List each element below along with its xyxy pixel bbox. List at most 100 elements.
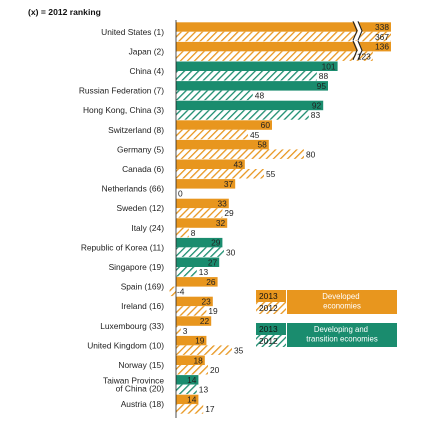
category-label: Taiwan Province of China (20) (103, 376, 164, 394)
category-label: Germany (5) (117, 144, 164, 154)
bar-2013 (176, 237, 223, 248)
value-label-2013: 92 (312, 101, 322, 111)
value-label-2013: 22 (200, 316, 210, 326)
bar-2012 (176, 31, 391, 42)
legend-developing-label: Developing and transition economies (306, 325, 378, 344)
bar-2013 (176, 120, 272, 130)
value-label-2012: 13 (199, 385, 209, 395)
category-label: Canada (6) (122, 164, 164, 174)
value-label-2013: 23 (201, 297, 211, 307)
value-label-2012: 35 (234, 345, 244, 355)
bar-2013 (176, 159, 245, 169)
value-label-2012: 55 (266, 169, 276, 179)
legend: 2013 2012 Developed economies 2013 2012 … (256, 290, 397, 347)
value-label-2012: 3 (183, 326, 188, 336)
category-label: Netherlands (66) (102, 184, 165, 194)
bar-2012 (176, 208, 223, 218)
bar-2012 (176, 404, 204, 414)
value-label-2013: 37 (224, 179, 234, 189)
legend-developing: 2013 2012 Developing and transition econ… (256, 323, 397, 347)
value-label-2012: 123 (357, 51, 371, 61)
value-label-2012: 88 (319, 71, 329, 81)
bar-2013 (176, 81, 328, 91)
value-label-2012: 17 (205, 404, 215, 414)
bar-2013 (176, 61, 338, 71)
value-label-2013: 136 (375, 42, 389, 52)
bar-2013 (176, 100, 324, 111)
legend-developing-2013-swatch (256, 323, 286, 335)
legend-developing-year-top: 2013 (259, 324, 278, 334)
value-label-2013: 33 (217, 199, 227, 209)
bar-2012 (176, 267, 197, 277)
ranking-note: (x) = 2012 ranking (28, 7, 101, 17)
bar-2012 (176, 227, 189, 238)
bar-2012 (176, 149, 304, 159)
category-label: Luxembourg (33) (100, 321, 164, 331)
legend-developed-year-bottom: 2012 (259, 303, 278, 313)
value-label-2013: 60 (261, 120, 271, 130)
bar-2012 (176, 306, 207, 316)
value-label-2013: 95 (317, 81, 327, 91)
value-label-2013: 32 (216, 218, 226, 228)
category-label: Norway (15) (118, 360, 164, 370)
bar-2013 (176, 41, 391, 52)
category-label: Hong Kong, China (3) (83, 105, 164, 115)
category-label: Ireland (16) (121, 301, 164, 311)
legend-developed-label: Developed economies (322, 292, 361, 311)
legend-developed-2012-swatch (256, 302, 286, 314)
category-label: Singapore (19) (109, 262, 165, 272)
value-label-2012: 20 (210, 365, 220, 375)
value-label-2012: 48 (255, 91, 265, 101)
bar-2013 (176, 375, 199, 385)
value-label-2012: 13 (199, 267, 209, 277)
category-label: United States (1) (101, 27, 164, 37)
bar-2012 (176, 110, 309, 120)
bar-2012 (176, 129, 248, 140)
value-label-2012: 83 (311, 110, 321, 120)
legend-developing-year-bottom: 2012 (259, 336, 278, 346)
value-label-2013: 27 (208, 257, 218, 267)
value-label-2012: 8 (191, 228, 196, 238)
bar-2012 (176, 51, 373, 61)
value-label-2012: 0 (178, 189, 183, 199)
bar-2013 (176, 355, 205, 365)
value-label-2013: 58 (257, 140, 267, 150)
legend-developed: 2013 2012 Developed economies (256, 290, 397, 314)
category-label: China (4) (130, 66, 165, 76)
legend-developed-year-top: 2013 (259, 291, 278, 301)
bar-2012 (176, 384, 197, 395)
bar-2012 (176, 345, 232, 355)
bar-2013 (176, 22, 391, 32)
bar-2013 (176, 179, 236, 189)
value-label-2013: 101 (322, 61, 336, 71)
bar-2012 (176, 71, 317, 81)
value-label-2013: 18 (193, 355, 203, 365)
value-label-2012: 19 (208, 306, 218, 316)
bar-2013 (176, 277, 218, 287)
bar-2013 (176, 257, 220, 267)
value-label-2012: 45 (250, 130, 260, 140)
value-label-2012: 367 (375, 32, 389, 42)
bar-2012 (176, 169, 264, 179)
axis-break-marker (352, 40, 363, 61)
bar-2012 (169, 286, 176, 297)
legend-developing-box (287, 323, 397, 347)
bar-2012 (176, 90, 253, 101)
category-label: Spain (169) (121, 282, 165, 292)
category-label: Russian Federation (7) (79, 86, 164, 96)
legend-developed-2013-swatch (256, 290, 286, 302)
value-label-2013: 338 (375, 22, 389, 32)
bar-2013 (176, 335, 207, 346)
value-label-2013: 43 (233, 159, 243, 169)
category-label: Switzerland (8) (108, 125, 164, 135)
bar-2013 (176, 218, 228, 228)
value-label-2012: -4 (177, 287, 185, 297)
value-label-2012: 80 (306, 149, 316, 159)
bar-2013 (176, 139, 269, 150)
category-label: United Kingdom (10) (87, 340, 164, 350)
bar-2012 (176, 247, 224, 257)
bar-2013 (176, 198, 229, 209)
value-label-2013: 19 (195, 336, 205, 346)
